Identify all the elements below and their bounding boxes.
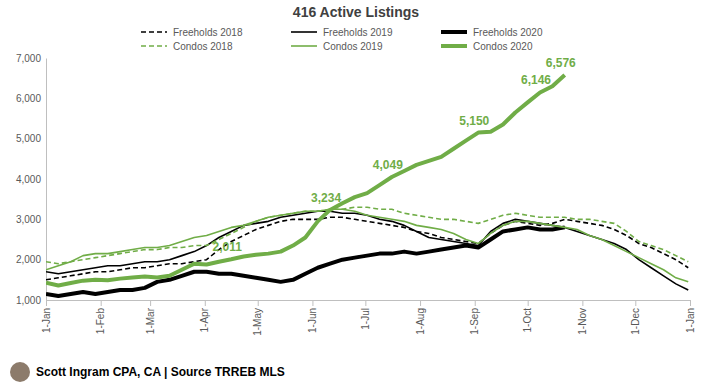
legend-swatch: [141, 31, 167, 33]
footer: Scott Ingram CPA, CA | Source TRREB MLS: [36, 365, 285, 379]
data-label: 6,146: [521, 73, 551, 87]
x-tick-label: 1-Jul: [360, 308, 371, 330]
legend-item: Condos 2019: [291, 41, 383, 52]
legend-label: Condos 2018: [173, 41, 233, 52]
x-tick: 1-Oct: [522, 300, 533, 332]
legend-item: Freeholds 2018: [141, 27, 243, 38]
legend-label: Freeholds 2018: [173, 27, 243, 38]
x-tick-mark: [365, 300, 366, 306]
y-tick-label: 6,000: [16, 93, 41, 104]
data-labels: 2,011 3,234 4,049 5,150 6,146 6,576: [213, 56, 576, 254]
series-line: [46, 75, 565, 285]
x-tick-label: 1-Nov: [577, 308, 588, 335]
y-axis-line: [46, 59, 47, 301]
data-label: 5,150: [459, 114, 489, 128]
background: [0, 0, 712, 389]
legend-label: Freeholds 2019: [323, 27, 393, 38]
data-label: 2,011: [213, 240, 243, 254]
x-tick: 1-Sep: [469, 300, 480, 335]
x-tick: 1-Jul: [360, 300, 371, 330]
x-tick: 1-Dec: [630, 300, 641, 335]
x-tick-mark: [46, 300, 47, 306]
y-tick-label: 3,000: [16, 214, 41, 225]
legend: Freeholds 2018 Freeholds 2019 Freeholds 20…: [141, 27, 543, 52]
x-tick-mark: [528, 300, 529, 306]
x-tick-label: 1-Jun: [307, 308, 318, 333]
legend-item: Freeholds 2020: [441, 27, 543, 38]
legend-item: Condos 2018: [141, 41, 233, 52]
x-tick-label: 1-May: [252, 308, 263, 336]
x-tick-label: 1-Jan: [41, 308, 52, 333]
x-tick: 1-Jan: [685, 300, 696, 333]
legend-label: Condos 2020: [473, 41, 533, 52]
x-axis-line: [47, 300, 691, 301]
x-tick: 1-Apr: [199, 300, 210, 332]
x-tick-mark: [258, 300, 259, 306]
legend-swatch: [291, 45, 317, 47]
x-tick-mark: [582, 300, 583, 306]
data-label: 4,049: [373, 158, 403, 172]
title: 416 Active Listings: [293, 4, 420, 20]
x-tick: 1-Nov: [577, 300, 588, 335]
data-label: 3,234: [311, 191, 341, 205]
y-axis: 1,000 2,000 3,000 4,000 5,000 6,000 7,000: [16, 53, 47, 306]
legend-swatch: [141, 45, 167, 47]
plot: 1-Jan 1-Feb 1-Mar 1-Apr 1-May 1-Jun 1-Jul 1-Aug…: [16, 53, 696, 336]
x-tick-label: 1-Jan: [685, 308, 696, 333]
y-tick: 1,000: [16, 295, 46, 306]
legend-label: Freeholds 2020: [473, 27, 543, 38]
x-tick-mark: [101, 300, 102, 306]
y-tick: 4,000: [16, 174, 46, 185]
x-tick: 1-Aug: [415, 300, 426, 335]
x-tick-label: 1-Feb: [95, 308, 106, 335]
x-tick: 1-Jun: [307, 300, 318, 333]
x-tick-mark: [420, 300, 421, 306]
x-tick: 1-Mar: [145, 300, 156, 334]
y-tick-label: 2,000: [16, 254, 41, 265]
avatar: [10, 362, 30, 382]
x-tick-label: 1-Dec: [630, 308, 641, 335]
y-tick-label: 5,000: [16, 133, 41, 144]
y-tick: 7,000: [16, 53, 46, 64]
y-tick-label: 7,000: [16, 53, 41, 64]
x-tick-label: 1-Aug: [415, 308, 426, 335]
legend-swatch: [291, 31, 317, 33]
x-tick-label: 1-Mar: [145, 307, 156, 334]
x-tick-mark: [690, 300, 691, 306]
x-tick-label: 1-Sep: [469, 308, 480, 335]
x-tick-mark: [150, 300, 151, 306]
x-tick: 1-Feb: [95, 300, 106, 334]
x-tick-mark: [635, 300, 636, 306]
x-tick-mark: [312, 300, 313, 306]
y-tick-label: 1,000: [16, 295, 41, 306]
legend-swatch: [441, 30, 467, 34]
chart: 416 Active Listings1-Jan1-Feb1-Mar1-Apr1…: [0, 0, 712, 389]
data-label: 6,576: [546, 56, 576, 70]
x-tick: 1-Jan: [41, 300, 52, 333]
series-line: [46, 209, 688, 282]
lines: [46, 75, 688, 296]
y-tick: 6,000: [16, 93, 46, 104]
y-tick: 5,000: [16, 133, 46, 144]
legend-label: Condos 2019: [323, 41, 383, 52]
x-tick-mark: [205, 300, 206, 306]
legend-item: Freeholds 2019: [291, 27, 393, 38]
y-tick: 2,000: [16, 254, 46, 265]
legend-swatch: [441, 44, 467, 48]
y-tick: 3,000: [16, 214, 46, 225]
y-tick-label: 4,000: [16, 174, 41, 185]
x-tick-label: 1-Apr: [199, 307, 210, 332]
x-axis: 1-Jan 1-Feb 1-Mar 1-Apr 1-May 1-Jun 1-Jul 1-Aug…: [41, 300, 696, 336]
x-tick: 1-May: [252, 300, 263, 336]
legend-item: Condos 2020: [441, 41, 533, 52]
x-tick-mark: [475, 300, 476, 306]
x-tick-label: 1-Oct: [522, 308, 533, 333]
